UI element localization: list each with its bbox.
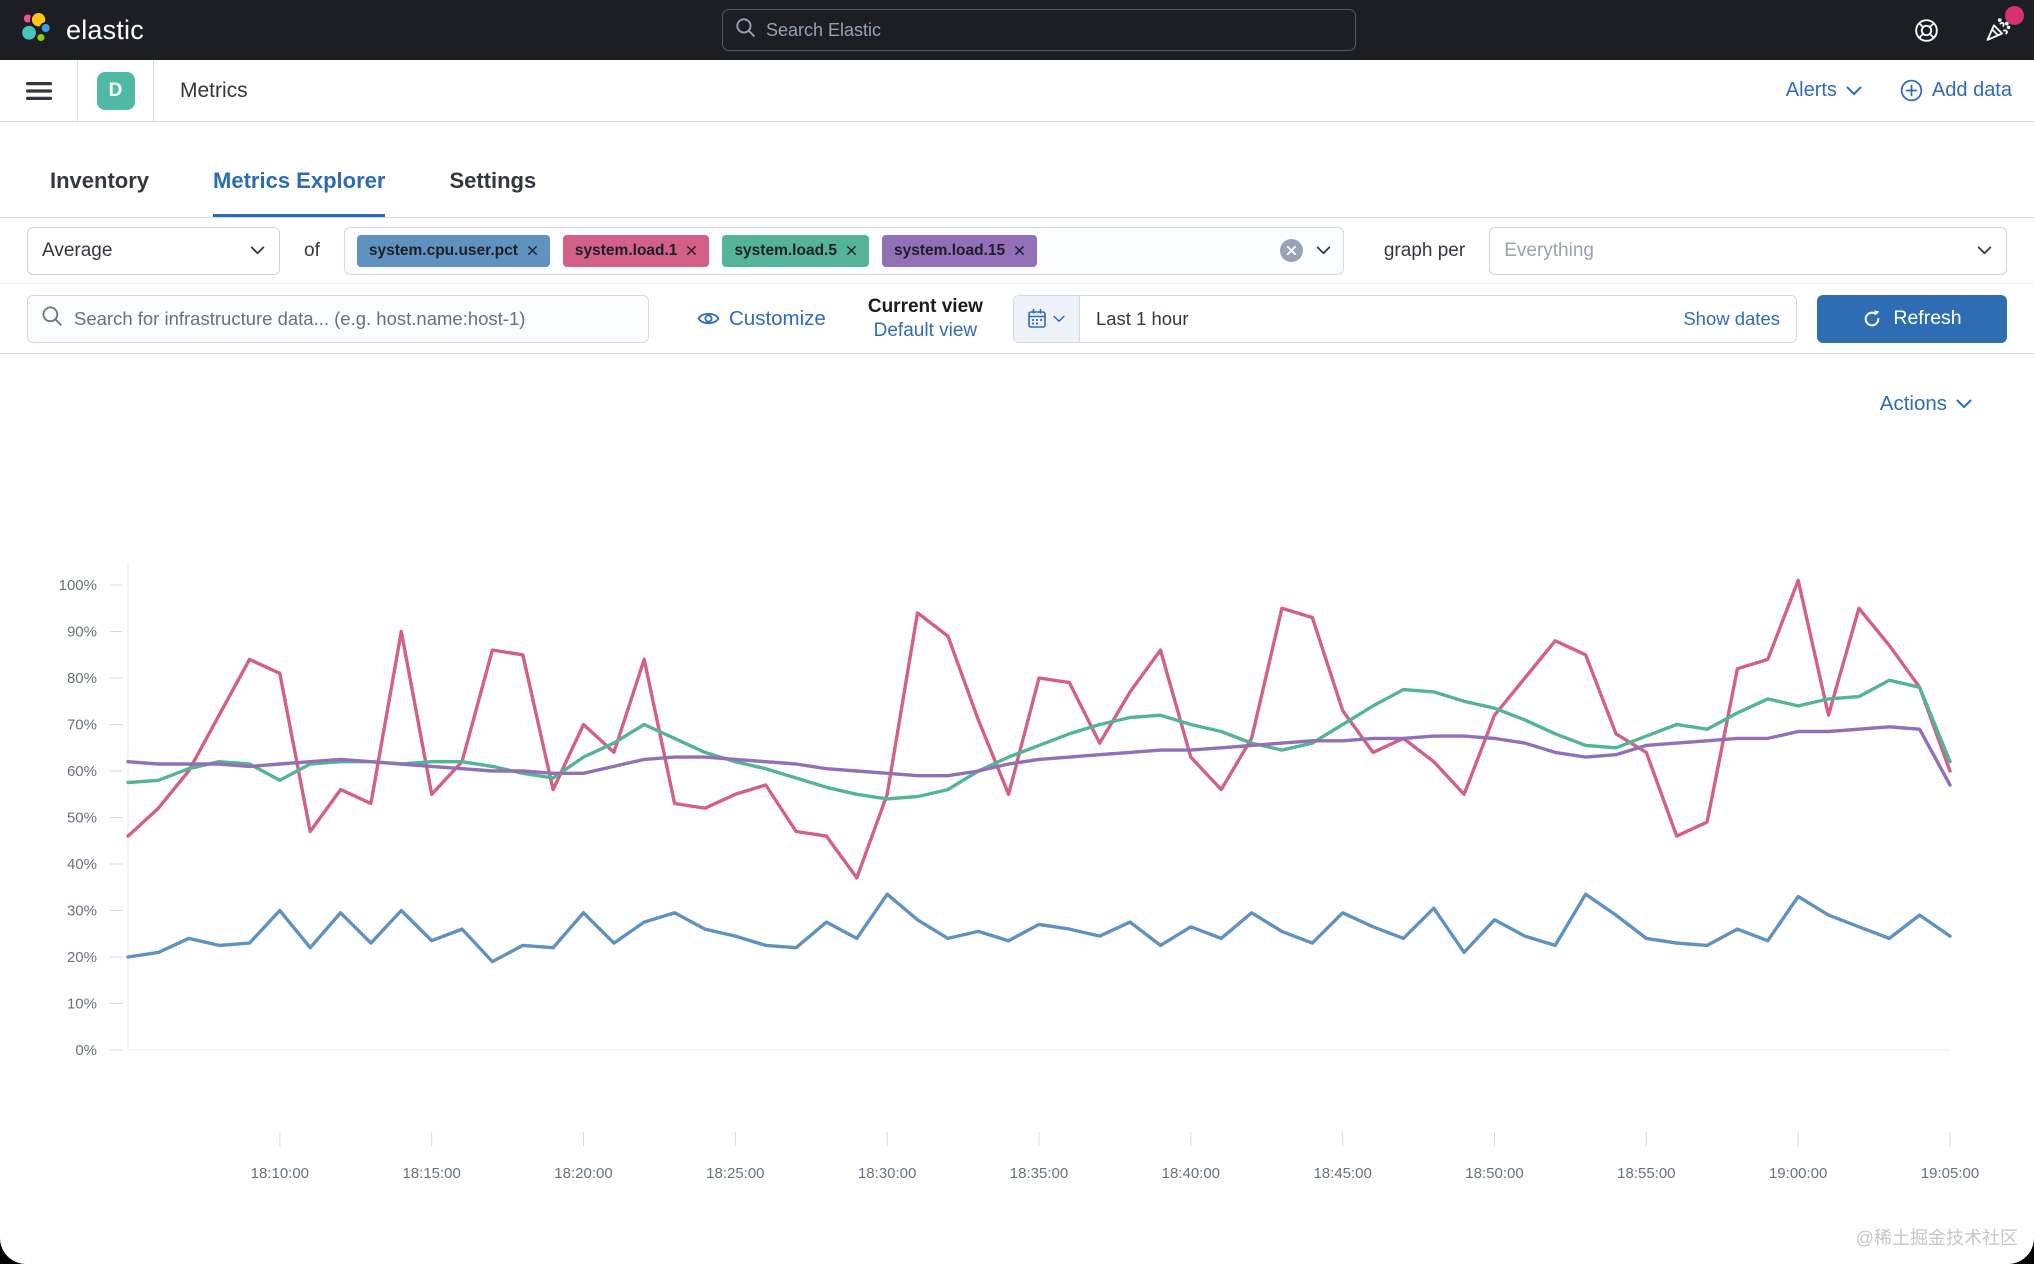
- global-search-input[interactable]: [766, 19, 1343, 41]
- svg-text:20%: 20%: [67, 949, 97, 966]
- help-life-ring-icon[interactable]: [1913, 17, 1940, 44]
- search-icon: [41, 305, 63, 332]
- space-badge: D: [96, 71, 135, 110]
- graph-per-select[interactable]: Everything: [1489, 226, 2007, 275]
- aggregation-value: Average: [42, 239, 113, 261]
- plus-circle-icon: [1900, 79, 1923, 102]
- add-data-button[interactable]: Add data: [1900, 79, 2012, 102]
- alerts-menu-button[interactable]: Alerts: [1786, 79, 1862, 102]
- metric-chip[interactable]: system.load.15: [881, 234, 1038, 267]
- elastic-brand[interactable]: elastic: [0, 9, 144, 52]
- chart-section: Actions 0% 10% 20% 30% 40% 50% 60% 70% 80% 90% 100…: [0, 354, 2034, 1264]
- customize-button[interactable]: Customize: [697, 307, 826, 331]
- breadcrumb: Metrics: [180, 78, 248, 102]
- svg-text:10%: 10%: [67, 996, 97, 1013]
- chevron-down-icon: [1956, 399, 1972, 408]
- svg-text:100%: 100%: [59, 577, 97, 594]
- infrastructure-search-input[interactable]: [74, 307, 635, 330]
- svg-text:18:40:00: 18:40:00: [1162, 1165, 1220, 1182]
- metric-chip[interactable]: system.load.5: [722, 234, 869, 267]
- calendar-icon: [1028, 308, 1047, 328]
- svg-text:18:50:00: 18:50:00: [1465, 1165, 1523, 1182]
- tab-settings[interactable]: Settings: [449, 168, 537, 193]
- default-view-link[interactable]: Default view: [873, 319, 978, 341]
- chevron-down-icon: [1846, 86, 1862, 95]
- tab-bar: Inventory Metrics Explorer Settings: [0, 122, 2034, 218]
- clear-all-metrics-button[interactable]: [1279, 239, 1303, 262]
- chart-actions-button[interactable]: Actions: [1880, 392, 1972, 416]
- svg-text:18:15:00: 18:15:00: [402, 1165, 460, 1182]
- svg-text:50%: 50%: [67, 810, 97, 827]
- metric-chip[interactable]: system.load.1: [562, 234, 710, 267]
- app-header: elastic: [0, 0, 2034, 60]
- metric-chip[interactable]: system.cpu.user.pct: [356, 234, 550, 267]
- remove-chip-icon[interactable]: [686, 245, 697, 256]
- refresh-button[interactable]: Refresh: [1817, 294, 2007, 343]
- space-selector[interactable]: D: [78, 60, 154, 121]
- time-range-display[interactable]: Last 1 hour Show dates: [1080, 296, 1796, 342]
- svg-text:70%: 70%: [67, 717, 97, 734]
- graph-per-value: Everything: [1504, 239, 1594, 261]
- notification-dot: [2005, 6, 2024, 25]
- svg-text:18:55:00: 18:55:00: [1617, 1165, 1675, 1182]
- show-dates-link[interactable]: Show dates: [1683, 307, 1780, 329]
- remove-chip-icon[interactable]: [527, 245, 538, 256]
- remove-chip-icon[interactable]: [1014, 245, 1025, 256]
- svg-text:18:10:00: 18:10:00: [251, 1165, 309, 1182]
- remove-chip-icon[interactable]: [846, 245, 857, 256]
- time-range-value: Last 1 hour: [1095, 307, 1189, 329]
- svg-text:30%: 30%: [67, 903, 97, 920]
- view-selector: Current view Default view: [868, 295, 983, 343]
- tab-inventory[interactable]: Inventory: [50, 168, 150, 193]
- svg-text:80%: 80%: [67, 670, 97, 687]
- chevron-down-icon: [250, 246, 265, 255]
- filter-time-row: Customize Current view Default view Last…: [0, 284, 2034, 354]
- metric-controls-row: Average of system.cpu.user.pct system.lo…: [0, 218, 2034, 284]
- toolbar-row: D Metrics Alerts Add data: [0, 60, 2034, 122]
- of-label: of: [304, 239, 320, 261]
- svg-text:19:05:00: 19:05:00: [1921, 1165, 1979, 1182]
- current-view-label: Current view: [867, 295, 983, 317]
- date-quick-menu-button[interactable]: [1013, 295, 1080, 342]
- aggregation-select[interactable]: Average: [27, 226, 280, 275]
- refresh-icon: [1865, 309, 1880, 326]
- global-search[interactable]: [722, 9, 1356, 51]
- svg-text:0%: 0%: [75, 1042, 97, 1059]
- eye-icon: [697, 312, 720, 325]
- elastic-logo-icon: [16, 9, 54, 52]
- time-range-picker: Last 1 hour Show dates: [1012, 294, 1797, 343]
- chevron-down-icon[interactable]: [1316, 246, 1331, 255]
- svg-text:19:00:00: 19:00:00: [1769, 1165, 1827, 1182]
- graph-per-label: graph per: [1383, 239, 1466, 261]
- watermark: @稀土掘金技术社区: [1855, 1228, 2018, 1248]
- svg-text:90%: 90%: [67, 624, 97, 641]
- brand-wordmark: elastic: [66, 14, 144, 45]
- chevron-down-icon: [1977, 246, 1992, 255]
- metrics-combobox[interactable]: system.cpu.user.pct system.load.1 system…: [343, 226, 1344, 275]
- svg-text:18:45:00: 18:45:00: [1313, 1165, 1371, 1182]
- svg-text:18:35:00: 18:35:00: [1010, 1165, 1068, 1182]
- svg-text:18:30:00: 18:30:00: [858, 1165, 916, 1182]
- svg-text:18:25:00: 18:25:00: [706, 1165, 764, 1182]
- news-cheer-icon[interactable]: [1984, 6, 2024, 44]
- chevron-down-icon: [1053, 315, 1066, 322]
- tab-metrics-explorer[interactable]: Metrics Explorer: [213, 168, 386, 217]
- infrastructure-search[interactable]: [27, 294, 649, 343]
- search-icon: [735, 17, 756, 43]
- svg-text:40%: 40%: [67, 856, 97, 873]
- menu-hamburger-button[interactable]: [0, 60, 78, 121]
- metrics-line-chart[interactable]: 0% 10% 20% 30% 40% 50% 60% 70% 80% 90% 100% 18:10:0…: [0, 500, 2034, 1200]
- svg-text:60%: 60%: [67, 763, 97, 780]
- svg-text:18:20:00: 18:20:00: [554, 1165, 612, 1182]
